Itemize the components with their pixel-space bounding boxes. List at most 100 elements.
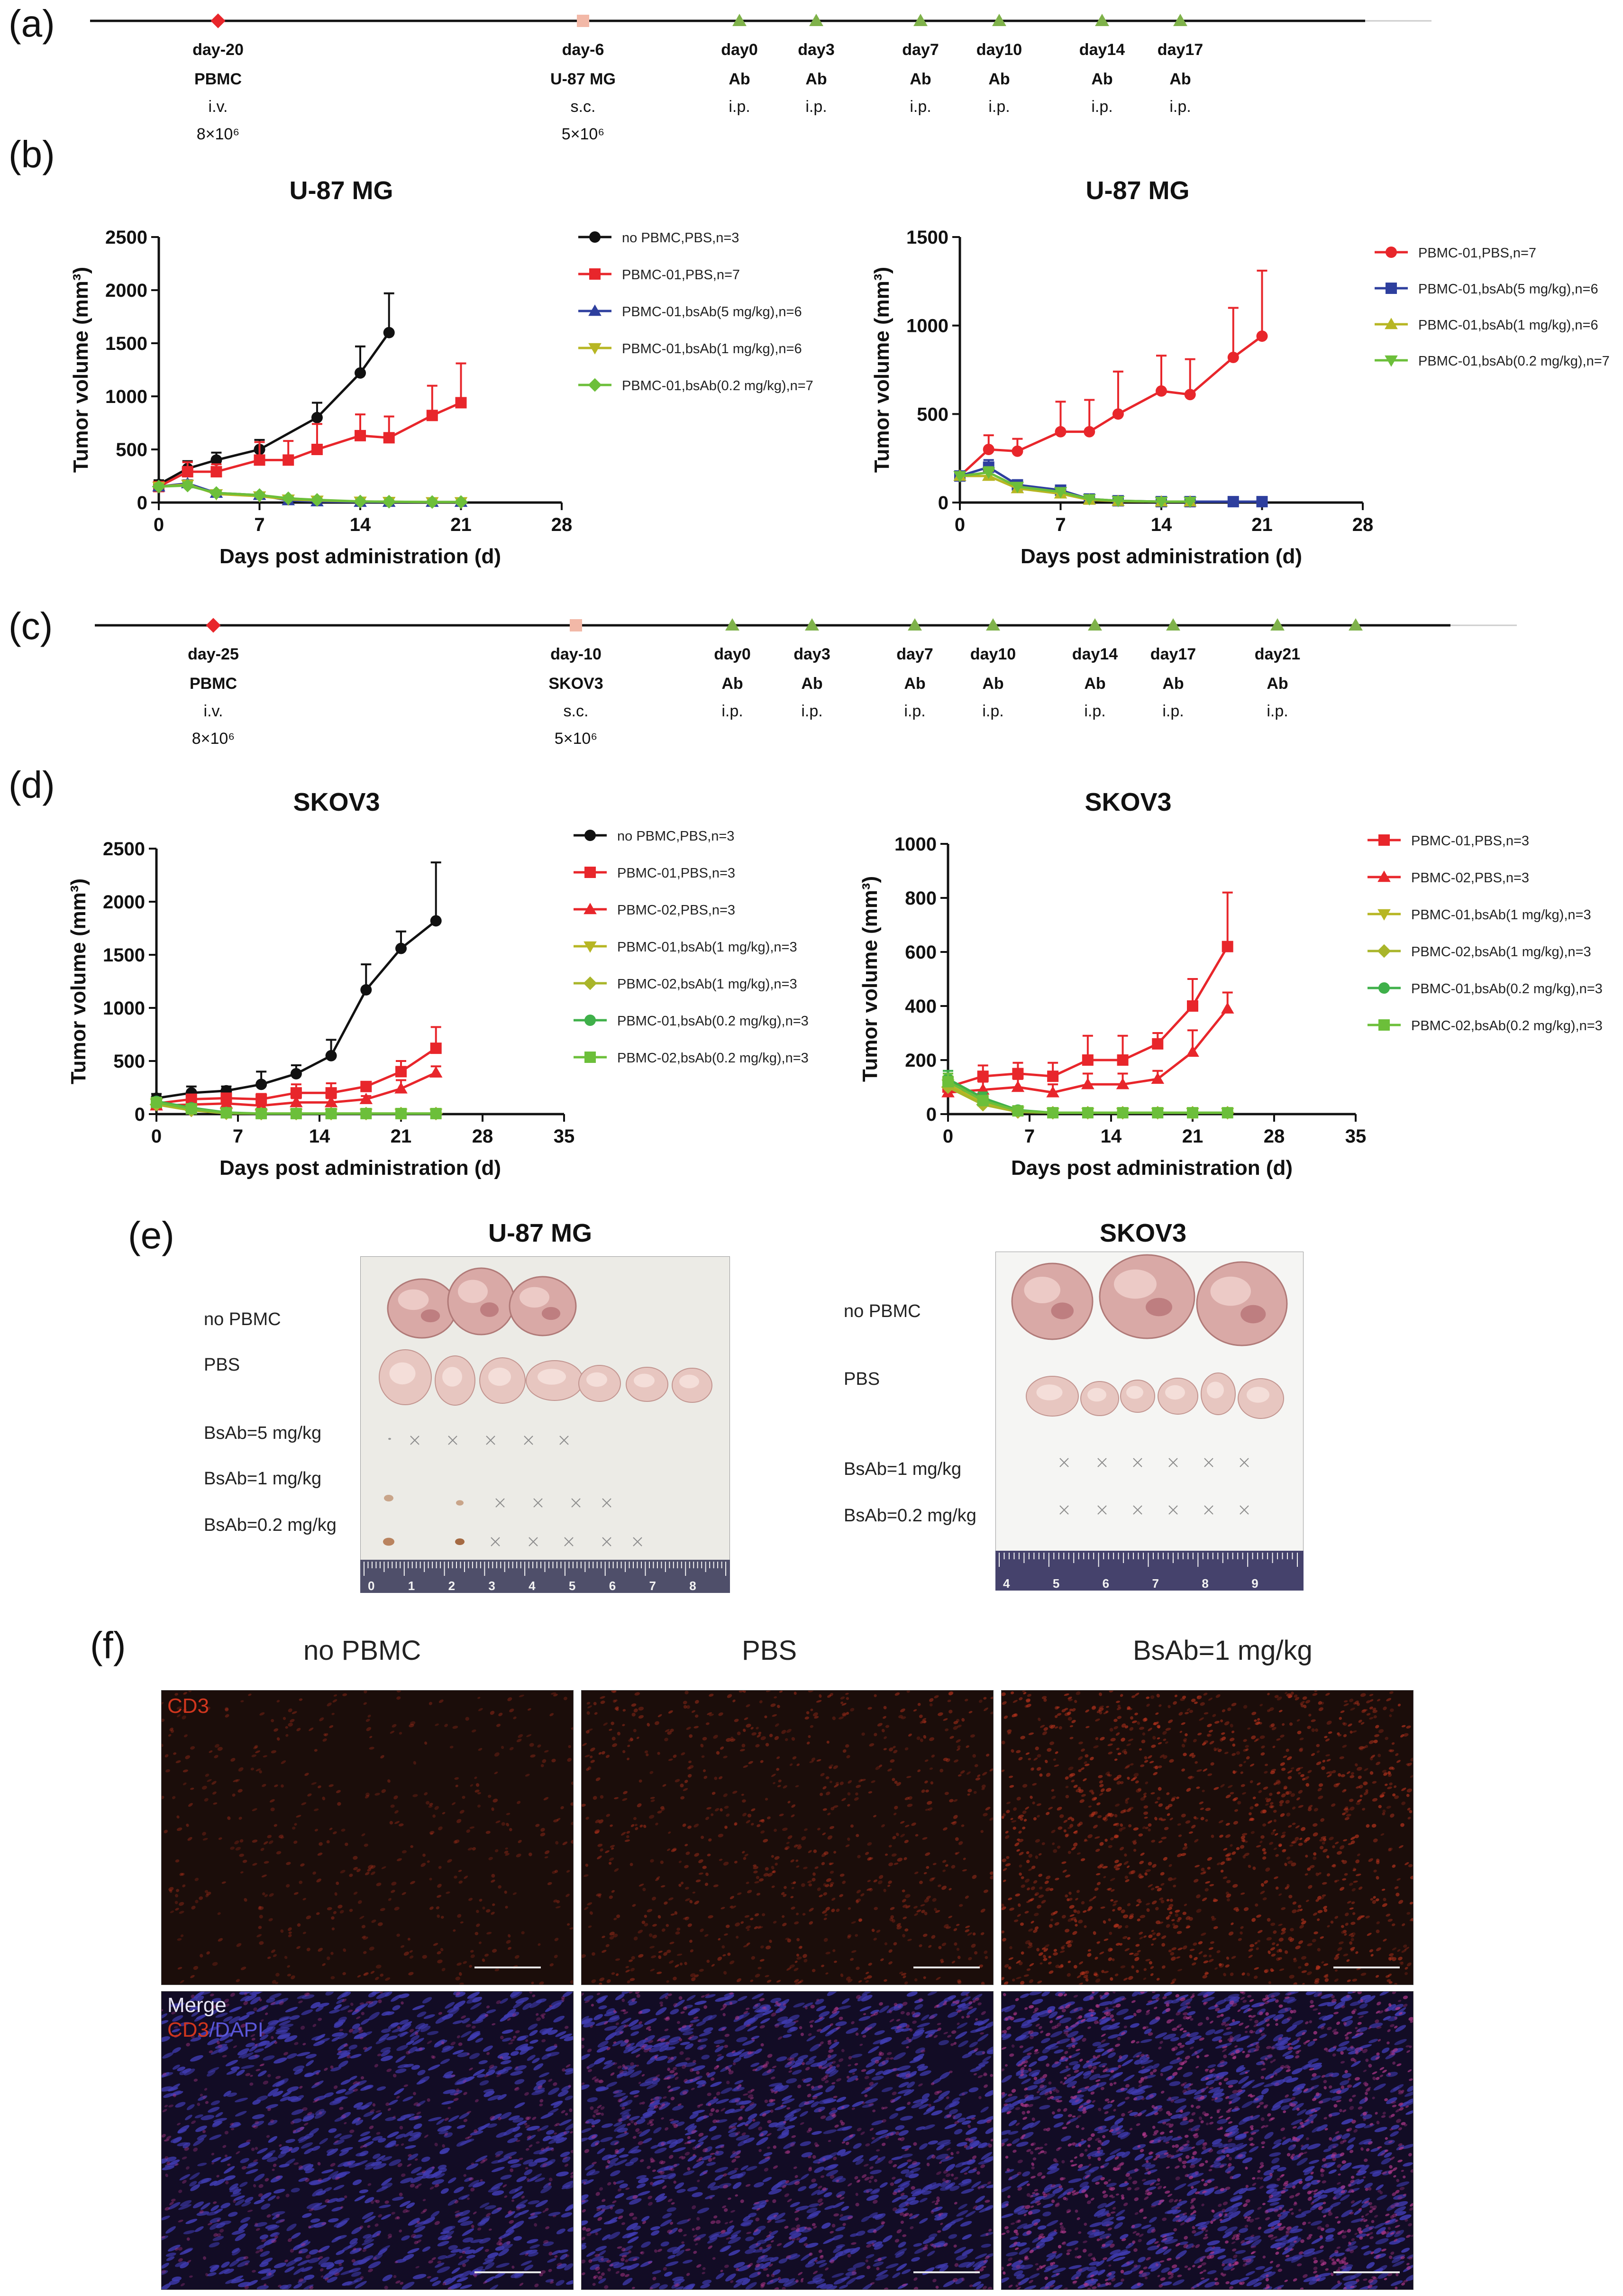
cd3-cell — [1114, 1859, 1119, 1864]
cd3-cell — [888, 1862, 894, 1866]
dapi-nucleus — [303, 2274, 315, 2280]
cd3-cell — [877, 1723, 883, 1727]
cd3-cell — [1350, 1938, 1354, 1941]
cd3-cell — [1349, 1698, 1354, 1702]
dapi-nucleus — [352, 2179, 362, 2186]
dapi-nucleus — [224, 2269, 234, 2274]
cd3-cell — [683, 1917, 688, 1920]
cd3-cell — [1223, 1973, 1226, 1976]
cd3-cell — [719, 1858, 723, 1861]
cd3-cell — [330, 1976, 335, 1979]
cd3-cell — [1002, 1930, 1004, 1934]
cd3-cell — [784, 1886, 787, 1889]
cd3-cell — [1133, 1827, 1139, 1831]
cd3-cell — [1154, 1766, 1158, 1770]
cd3-cell — [1176, 1796, 1179, 1799]
cd3-cell — [1026, 1703, 1031, 1708]
cd3-cell — [1339, 1756, 1344, 1759]
legend-marker — [1385, 355, 1398, 367]
cd3-cell — [1030, 1898, 1034, 1901]
series — [942, 1072, 1233, 1119]
cd3-cell — [842, 1880, 846, 1884]
dapi-nucleus — [528, 2215, 538, 2219]
dapi-nucleus — [514, 2065, 527, 2071]
cd3-cell — [1265, 1803, 1269, 1806]
cd3-cell — [1264, 1764, 1268, 1766]
cd3-cell — [259, 2063, 265, 2067]
cd3-cell — [1026, 1968, 1031, 1971]
cd3-cell — [705, 1872, 709, 1876]
cd3-cell — [1014, 1842, 1020, 1847]
dapi-nucleus — [514, 2079, 525, 2085]
cross-mark — [602, 1498, 611, 1508]
cd3-cell — [363, 1972, 369, 1976]
cd3-cell — [1053, 1911, 1058, 1915]
cd3-cell — [239, 1853, 244, 1857]
cd3-cell — [797, 1845, 802, 1849]
cd3-cell — [549, 2281, 554, 2284]
cd3-cell — [806, 1741, 810, 1745]
cd3-cell — [1178, 1712, 1183, 1716]
cd3-cell — [474, 1931, 479, 1936]
cd3-cell — [490, 1711, 495, 1715]
cd3-cell — [1053, 1952, 1058, 1956]
cd3-cell — [906, 1691, 910, 1693]
cd3-cell — [942, 1860, 947, 1863]
cd3-cell — [1382, 1809, 1386, 1813]
cd3-cell — [625, 1966, 629, 1968]
cd3-cell — [633, 1729, 637, 1732]
cd3-cell — [331, 1927, 335, 1930]
cd3-cell — [798, 1946, 803, 1949]
legend-entry: PBMC-02,bsAb(0.2 mg/kg),n=3 — [617, 1051, 809, 1066]
cd3-cell — [342, 1693, 347, 1696]
cd3-cell — [1055, 1751, 1058, 1754]
cd3-cell — [1186, 1708, 1190, 1711]
dapi-nucleus — [470, 2239, 483, 2243]
cd3-cell — [227, 1816, 231, 1820]
cd3-cell — [1143, 1977, 1147, 1980]
cd3-cell — [512, 2035, 517, 2039]
dapi-nucleus — [353, 2102, 363, 2108]
cd3-cell — [779, 1813, 784, 1817]
x-tick-label: 0 — [151, 1126, 162, 1147]
cd3-cell — [1295, 1767, 1301, 1772]
cd3-cell — [605, 1944, 610, 1948]
cd3-cell — [506, 1823, 510, 1827]
dapi-nucleus — [327, 2148, 338, 2156]
cd3-cell — [329, 1828, 333, 1830]
cd3-cell — [713, 1735, 718, 1739]
cd3-cell — [1199, 1801, 1204, 1804]
dapi-nucleus — [209, 2026, 219, 2031]
cd3-cell — [1109, 1814, 1114, 1817]
cd3-cell — [1113, 1864, 1119, 1869]
cd3-cell — [1165, 1806, 1170, 1810]
cd3-cell — [1073, 1842, 1078, 1847]
dapi-nucleus — [516, 2204, 526, 2209]
dapi-nucleus — [328, 2171, 339, 2179]
dapi-nucleus — [179, 2174, 191, 2181]
cd3-cell — [796, 1912, 799, 1915]
dapi-nucleus — [457, 2052, 470, 2058]
dapi-nucleus — [423, 2166, 435, 2175]
cd3-cell — [1068, 1892, 1072, 1895]
dapi-nucleus — [445, 2002, 455, 2009]
cd3-cell — [1139, 1875, 1144, 1879]
cd3-cell — [570, 2131, 573, 2134]
cd3-cell — [1257, 1718, 1260, 1721]
cd3-cell — [763, 1873, 769, 1877]
cd3-cell — [570, 1802, 573, 1806]
cd3-cell — [716, 1751, 720, 1755]
cd3-cell — [521, 1931, 525, 1935]
dapi-nucleus — [172, 2015, 183, 2022]
cd3-cell — [368, 2269, 373, 2272]
cd3-cell — [1117, 1906, 1122, 1911]
panel-letter-e: (e) — [128, 1214, 174, 1256]
dapi-nucleus — [165, 2226, 176, 2234]
timeline-c: day-25PBMCi.v.8×10⁶day-10SKOV3s.c.5×10⁶d… — [95, 618, 1517, 748]
cd3-cell — [920, 1904, 925, 1907]
cd3-cell — [1157, 1796, 1161, 1800]
cd3-cell — [631, 1956, 635, 1960]
cd3-cell — [655, 1822, 658, 1826]
dapi-nucleus — [256, 2244, 266, 2250]
cd3-cell — [501, 1746, 504, 1749]
